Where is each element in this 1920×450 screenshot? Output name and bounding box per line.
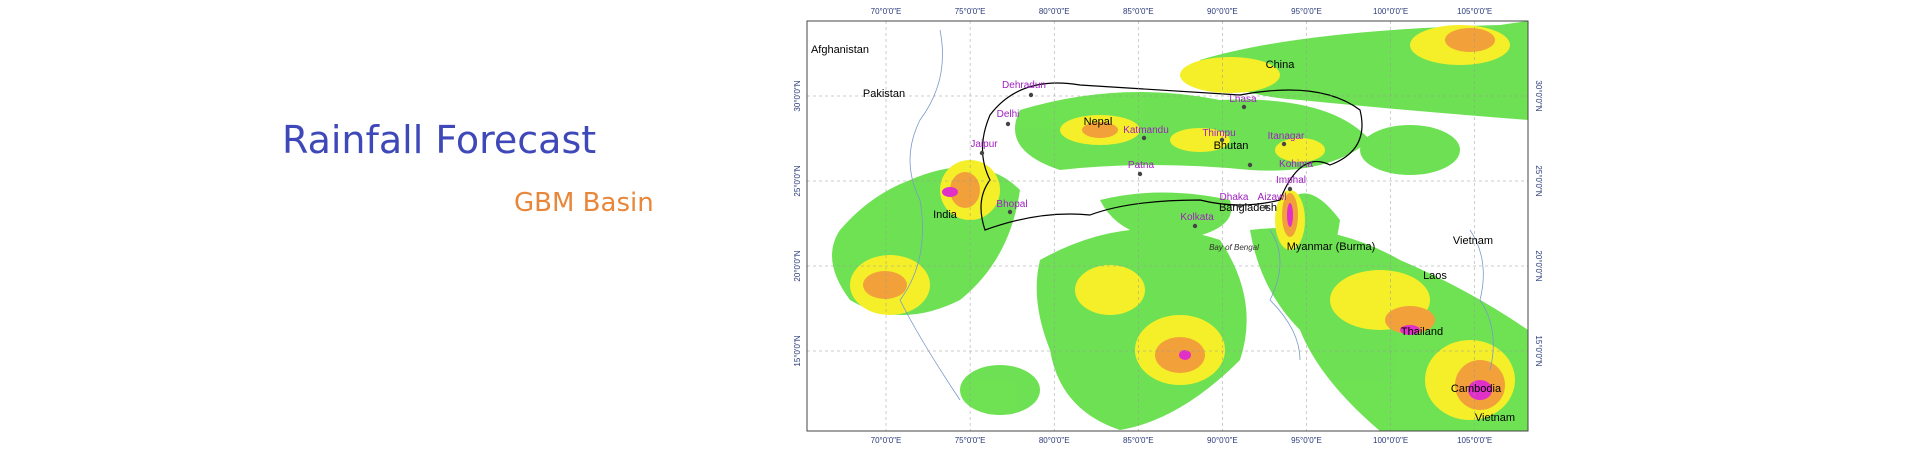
country-label: China: [1266, 59, 1296, 71]
lon-label-top: 90°0'0"E: [1207, 7, 1238, 16]
country-label: Nepal: [1084, 116, 1113, 128]
lon-label-bottom: 95°0'0"E: [1291, 436, 1322, 445]
country-label: Cambodia: [1451, 383, 1502, 395]
city-dot: [1237, 203, 1243, 209]
lon-label-top: 100°0'0"E: [1373, 7, 1408, 16]
city-label: Bhopal: [996, 199, 1027, 210]
city-label: Katmandu: [1123, 125, 1169, 136]
city-label: Lhasa: [1229, 94, 1257, 105]
city-label: Itanagar: [1268, 131, 1305, 142]
city-label: Delhi: [997, 109, 1020, 120]
map-labels: 70°0'0"E 70°0'0"E 75°0'0"E 75°0'0"E 80°0'0"E…: [793, 7, 1543, 445]
lat-label-right: 15°0'0"N: [1534, 335, 1543, 366]
lon-label-top: 70°0'0"E: [871, 7, 902, 16]
subtitle: GBM Basin: [514, 188, 654, 218]
graticule: [807, 21, 1528, 431]
rainfall-layer: [807, 21, 1528, 431]
lat-label-right: 25°0'0"N: [1534, 165, 1543, 196]
map-frame: [806, 20, 1529, 432]
city-dot: [1192, 223, 1198, 229]
lat-label-left: 15°0'0"N: [793, 335, 802, 366]
country-label: Laos: [1423, 270, 1447, 282]
lon-label-bottom: 75°0'0"E: [955, 436, 986, 445]
city-label: Kolkata: [1180, 212, 1214, 223]
lon-label-top: 80°0'0"E: [1039, 7, 1070, 16]
city-dot: [1241, 104, 1247, 110]
country-label: Pakistan: [863, 88, 905, 100]
water-label: Bay of Bengal: [1209, 243, 1259, 252]
city-dot: [1287, 186, 1293, 192]
country-label: India: [933, 209, 958, 221]
country-label: Vietnam: [1475, 412, 1515, 424]
city-label: Kohima: [1279, 159, 1313, 170]
city-label: Imphal: [1276, 175, 1306, 186]
lon-label-bottom: 70°0'0"E: [871, 436, 902, 445]
lat-label-right: 30°0'0"N: [1534, 80, 1543, 111]
city-dot: [1263, 204, 1269, 210]
lon-label-top: 105°0'0"E: [1457, 7, 1492, 16]
lon-label-bottom: 85°0'0"E: [1123, 436, 1154, 445]
city-label: Dehradun: [1002, 80, 1046, 91]
lon-label-bottom: 105°0'0"E: [1457, 436, 1492, 445]
country-label: Myanmar (Burma): [1287, 241, 1376, 253]
country-label: Bangladesh: [1219, 202, 1277, 214]
country-label: Thailand: [1401, 326, 1443, 338]
lon-label-top: 75°0'0"E: [955, 7, 986, 16]
country-label: Afghanistan: [811, 44, 869, 56]
city-label: Aizawl: [1258, 192, 1287, 203]
lon-label-bottom: 100°0'0"E: [1373, 436, 1408, 445]
city-dot: [1141, 135, 1147, 141]
country-label: Bhutan: [1214, 140, 1249, 152]
city-dot: [1007, 209, 1013, 215]
lat-label-right: 20°0'0"N: [1534, 250, 1543, 281]
city-dot: [1028, 92, 1034, 98]
lon-label-bottom: 90°0'0"E: [1207, 436, 1238, 445]
city-dot: [1005, 121, 1011, 127]
city-dot: [1281, 141, 1287, 147]
city-label: Dhaka: [1220, 192, 1249, 203]
city-dot: [1247, 162, 1253, 168]
city-dot: [1137, 171, 1143, 177]
lat-label-left: 30°0'0"N: [793, 80, 802, 111]
lat-label-left: 25°0'0"N: [793, 165, 802, 196]
city-label: Patna: [1128, 160, 1155, 171]
lat-label-left: 20°0'0"N: [793, 250, 802, 281]
city-label: Thimpu: [1202, 128, 1235, 139]
country-label: Vietnam: [1453, 235, 1493, 247]
lon-label-bottom: 80°0'0"E: [1039, 436, 1070, 445]
city-label: Jaipur: [970, 139, 998, 150]
city-dot: [1219, 137, 1225, 143]
title: Rainfall Forecast: [282, 118, 596, 162]
lon-label-top: 85°0'0"E: [1123, 7, 1154, 16]
city-dot: [979, 150, 985, 156]
lon-label-top: 95°0'0"E: [1291, 7, 1322, 16]
